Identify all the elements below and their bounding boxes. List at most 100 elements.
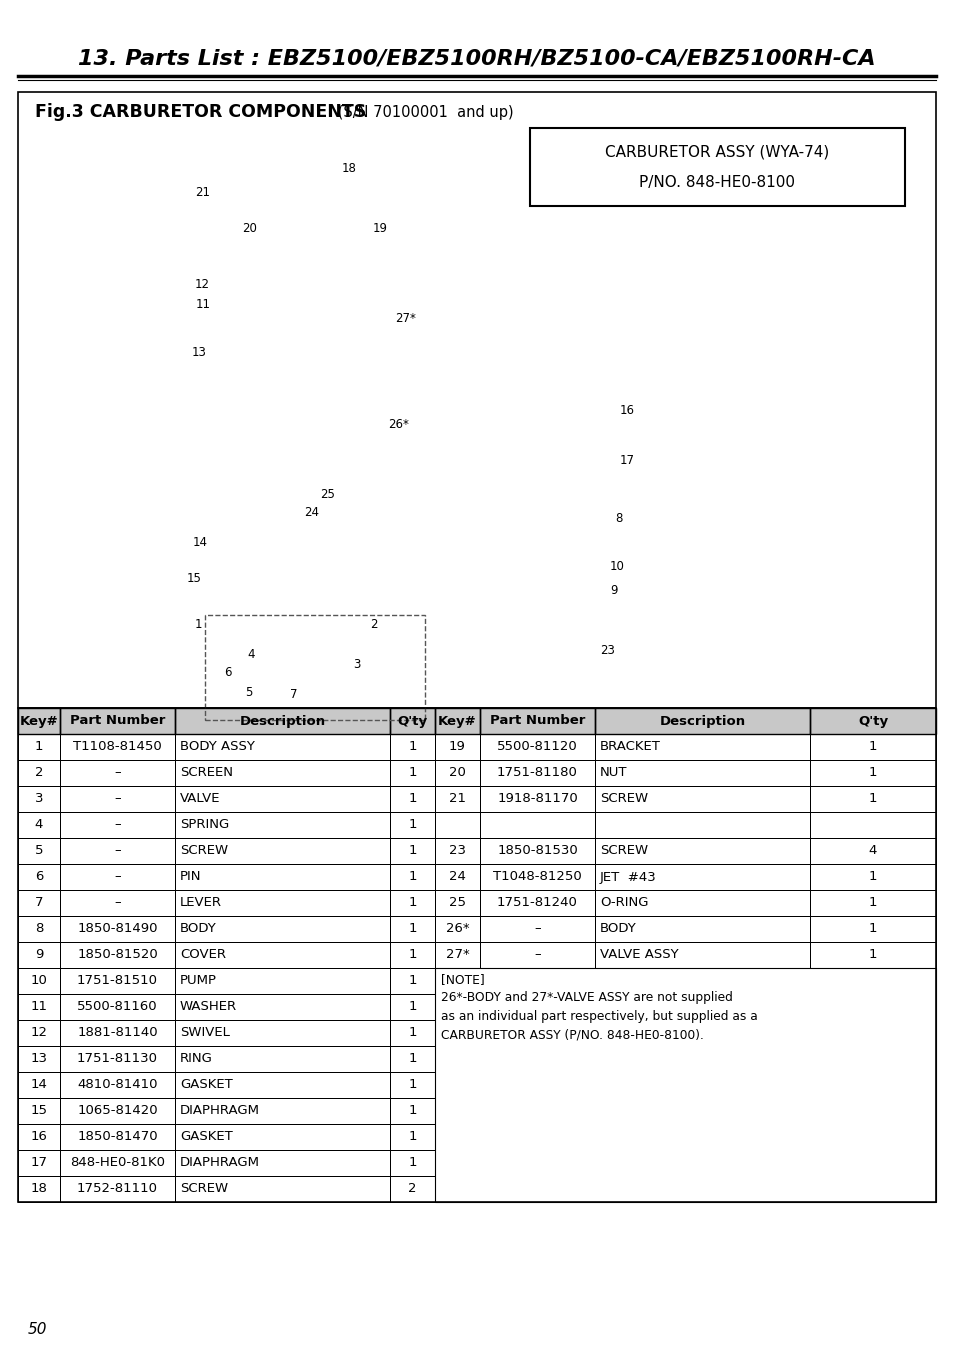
Bar: [435, 942, 479, 968]
Bar: [479, 786, 595, 811]
Text: SWIVEL: SWIVEL: [180, 1026, 230, 1039]
Text: 14: 14: [193, 535, 208, 549]
Text: 27*: 27*: [445, 949, 469, 961]
Text: 1: 1: [408, 871, 416, 883]
Bar: [174, 1072, 390, 1099]
Text: CARBURETOR ASSY (WYA-74): CARBURETOR ASSY (WYA-74): [605, 144, 829, 159]
Bar: [174, 942, 390, 968]
Bar: [595, 708, 809, 735]
Bar: [390, 993, 435, 1020]
Text: SCREW: SCREW: [180, 844, 228, 857]
Text: NUT: NUT: [599, 767, 627, 779]
Text: 1: 1: [408, 1053, 416, 1065]
Text: 18: 18: [30, 1182, 48, 1196]
Text: 4: 4: [247, 648, 254, 662]
Bar: [809, 890, 935, 917]
Bar: [595, 786, 809, 811]
Text: 17: 17: [619, 453, 635, 466]
Text: JET  #43: JET #43: [599, 871, 656, 883]
Bar: [390, 864, 435, 890]
Text: 1: 1: [868, 896, 877, 910]
Bar: [60, 968, 174, 993]
Text: 19: 19: [449, 740, 465, 754]
Bar: [60, 1020, 174, 1046]
Text: 12: 12: [30, 1026, 48, 1039]
Text: BODY ASSY: BODY ASSY: [180, 740, 254, 754]
Text: 1918-81170: 1918-81170: [497, 793, 578, 806]
Text: PUMP: PUMP: [180, 975, 216, 988]
Text: 1881-81140: 1881-81140: [77, 1026, 157, 1039]
Bar: [60, 864, 174, 890]
Text: 26*: 26*: [388, 418, 409, 431]
Bar: [479, 838, 595, 864]
Bar: [18, 1099, 60, 1124]
Text: 1: 1: [408, 922, 416, 936]
Text: 23: 23: [449, 844, 465, 857]
Text: 26*: 26*: [445, 922, 469, 936]
Text: 1: 1: [868, 871, 877, 883]
Text: Description: Description: [659, 714, 745, 728]
Bar: [60, 708, 174, 735]
Text: 6: 6: [34, 871, 43, 883]
Text: PIN: PIN: [180, 871, 201, 883]
Bar: [18, 917, 60, 942]
Bar: [60, 1072, 174, 1099]
Bar: [60, 760, 174, 786]
Text: 16: 16: [30, 1131, 48, 1143]
Bar: [595, 760, 809, 786]
Text: Part Number: Part Number: [70, 714, 165, 728]
Text: SCREW: SCREW: [180, 1182, 228, 1196]
Text: 7: 7: [34, 896, 43, 910]
Text: 11: 11: [195, 298, 211, 311]
Text: –: –: [534, 922, 540, 936]
Text: 1: 1: [868, 793, 877, 806]
Bar: [60, 1175, 174, 1202]
Bar: [18, 864, 60, 890]
Bar: [479, 942, 595, 968]
Text: –: –: [114, 844, 121, 857]
Bar: [595, 942, 809, 968]
Bar: [174, 1175, 390, 1202]
Text: –: –: [114, 871, 121, 883]
Text: 12: 12: [194, 279, 210, 291]
Bar: [174, 1124, 390, 1150]
Text: 1: 1: [868, 767, 877, 779]
Bar: [60, 1099, 174, 1124]
Bar: [435, 811, 479, 838]
Bar: [809, 864, 935, 890]
Text: LEVER: LEVER: [180, 896, 222, 910]
Text: 1850-81490: 1850-81490: [77, 922, 157, 936]
Text: 16: 16: [619, 403, 635, 417]
Bar: [174, 890, 390, 917]
Text: 27*: 27*: [395, 311, 416, 325]
Bar: [479, 735, 595, 760]
Text: 13. Parts List : EBZ5100/EBZ5100RH/BZ5100-CA/EBZ5100RH-CA: 13. Parts List : EBZ5100/EBZ5100RH/BZ510…: [78, 49, 875, 67]
Bar: [390, 1150, 435, 1175]
Bar: [479, 890, 595, 917]
Text: 23: 23: [599, 643, 615, 656]
Bar: [809, 838, 935, 864]
Bar: [18, 786, 60, 811]
Text: 11: 11: [30, 1000, 48, 1014]
Text: Description: Description: [239, 714, 325, 728]
Bar: [18, 1124, 60, 1150]
Text: VALVE: VALVE: [180, 793, 220, 806]
Bar: [174, 968, 390, 993]
Bar: [479, 864, 595, 890]
Text: 25: 25: [449, 896, 465, 910]
Text: 1: 1: [194, 619, 202, 631]
Text: 2: 2: [408, 1182, 416, 1196]
Text: 13: 13: [30, 1053, 48, 1065]
Text: 4: 4: [34, 818, 43, 832]
Text: 10: 10: [30, 975, 48, 988]
Bar: [390, 942, 435, 968]
Text: 2: 2: [370, 619, 377, 631]
Text: 1850-81470: 1850-81470: [77, 1131, 157, 1143]
Bar: [390, 811, 435, 838]
Bar: [435, 786, 479, 811]
Bar: [18, 1072, 60, 1099]
Text: 24: 24: [449, 871, 465, 883]
Text: 8: 8: [34, 922, 43, 936]
Text: 1752-81110: 1752-81110: [77, 1182, 158, 1196]
Text: BODY: BODY: [180, 922, 216, 936]
